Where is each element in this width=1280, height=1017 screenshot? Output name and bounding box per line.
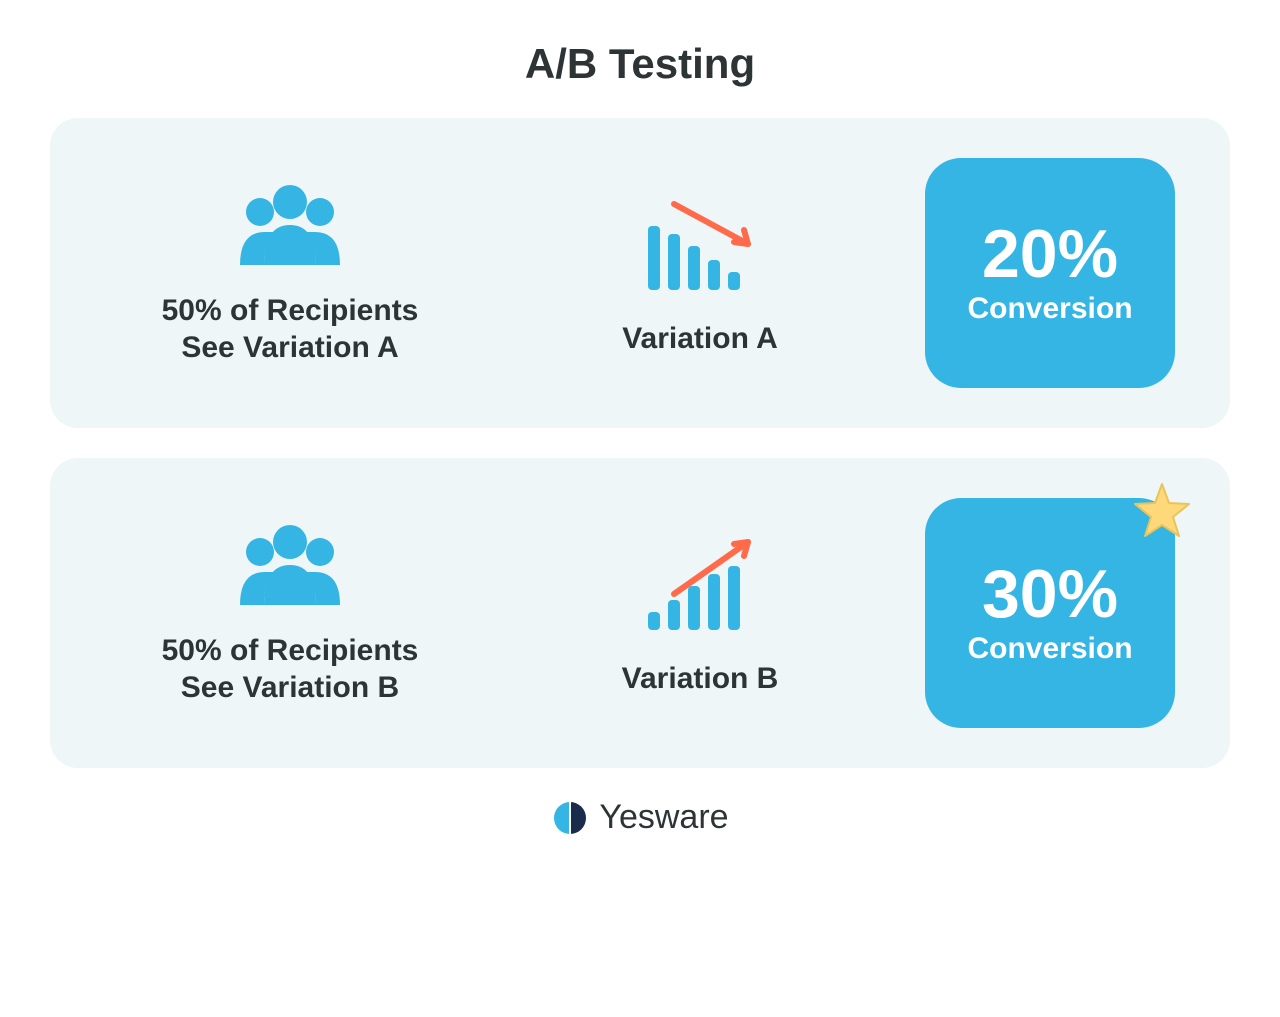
conversion-block-b: 30% Conversion	[920, 498, 1180, 728]
recipients-line2-a: See Variation A	[181, 331, 398, 364]
conversion-word-b: Conversion	[967, 632, 1132, 666]
footer-brand-text: Yesware	[599, 798, 728, 837]
conversion-word-a: Conversion	[967, 292, 1132, 326]
recipients-line1-b: 50% of Recipients	[162, 634, 419, 667]
recipients-label-a: 50% of Recipients See Variation A	[162, 292, 419, 367]
recipients-line1-a: 50% of Recipients	[162, 294, 419, 327]
conversion-pct-b: 30%	[982, 560, 1118, 628]
conversion-block-a: 20% Conversion	[920, 158, 1180, 388]
conversion-pct-a: 20%	[982, 220, 1118, 288]
yesware-logo-icon	[551, 799, 589, 837]
panel-variation-b: 50% of Recipients See Variation B Variat…	[50, 458, 1230, 768]
people-icon	[230, 180, 350, 270]
variation-label-a: Variation A	[622, 322, 778, 356]
page-title: A/B Testing	[50, 40, 1230, 88]
variation-block-a: Variation A	[560, 190, 840, 356]
recipients-line2-b: See Variation B	[181, 671, 399, 704]
panel-variation-a: 50% of Recipients See Variation A Variat…	[50, 118, 1230, 428]
people-icon	[230, 520, 350, 610]
recipients-label-b: 50% of Recipients See Variation B	[162, 632, 419, 707]
conversion-card-b: 30% Conversion	[925, 498, 1175, 728]
conversion-card-a: 20% Conversion	[925, 158, 1175, 388]
winner-star-icon	[1131, 480, 1193, 547]
recipients-block-b: 50% of Recipients See Variation B	[100, 520, 480, 707]
footer-brand: Yesware	[50, 798, 1230, 837]
bars-up-icon	[630, 530, 770, 640]
variation-label-b: Variation B	[622, 662, 779, 696]
recipients-block-a: 50% of Recipients See Variation A	[100, 180, 480, 367]
variation-block-b: Variation B	[560, 530, 840, 696]
bars-down-icon	[630, 190, 770, 300]
